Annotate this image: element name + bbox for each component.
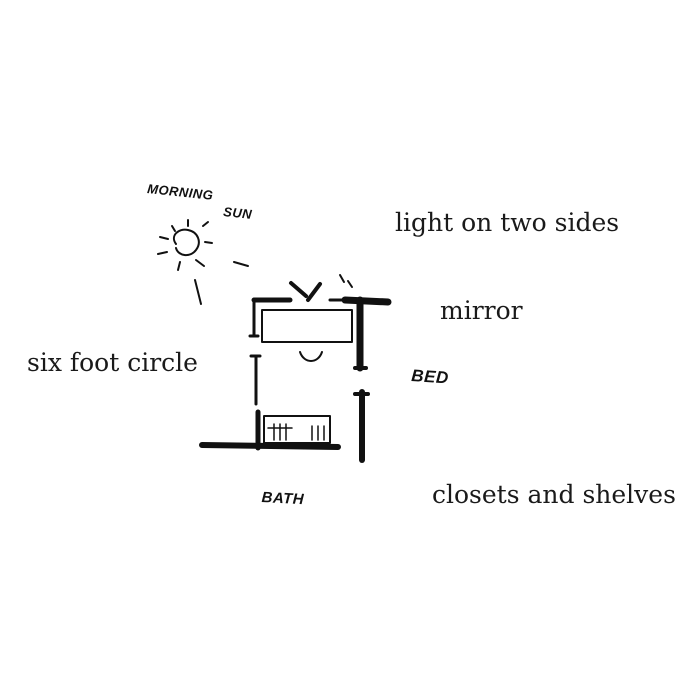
vanity-counter xyxy=(261,309,353,343)
label-six-foot-circle: six foot circle xyxy=(27,348,198,377)
light-rays xyxy=(289,274,353,302)
sink-shape xyxy=(299,351,323,362)
sun-icon xyxy=(157,219,249,305)
handwritten-bed: BED xyxy=(410,366,450,388)
room-walls xyxy=(199,296,392,463)
label-light-on-two-sides: light on two sides xyxy=(395,208,620,237)
handwritten-bath: BATH xyxy=(261,489,305,509)
label-closets-and-shelves: closets and shelves xyxy=(432,480,676,509)
bathtub-fixture xyxy=(263,415,331,444)
label-mirror: mirror xyxy=(440,296,523,325)
handwritten-sun: SUN xyxy=(222,204,253,222)
